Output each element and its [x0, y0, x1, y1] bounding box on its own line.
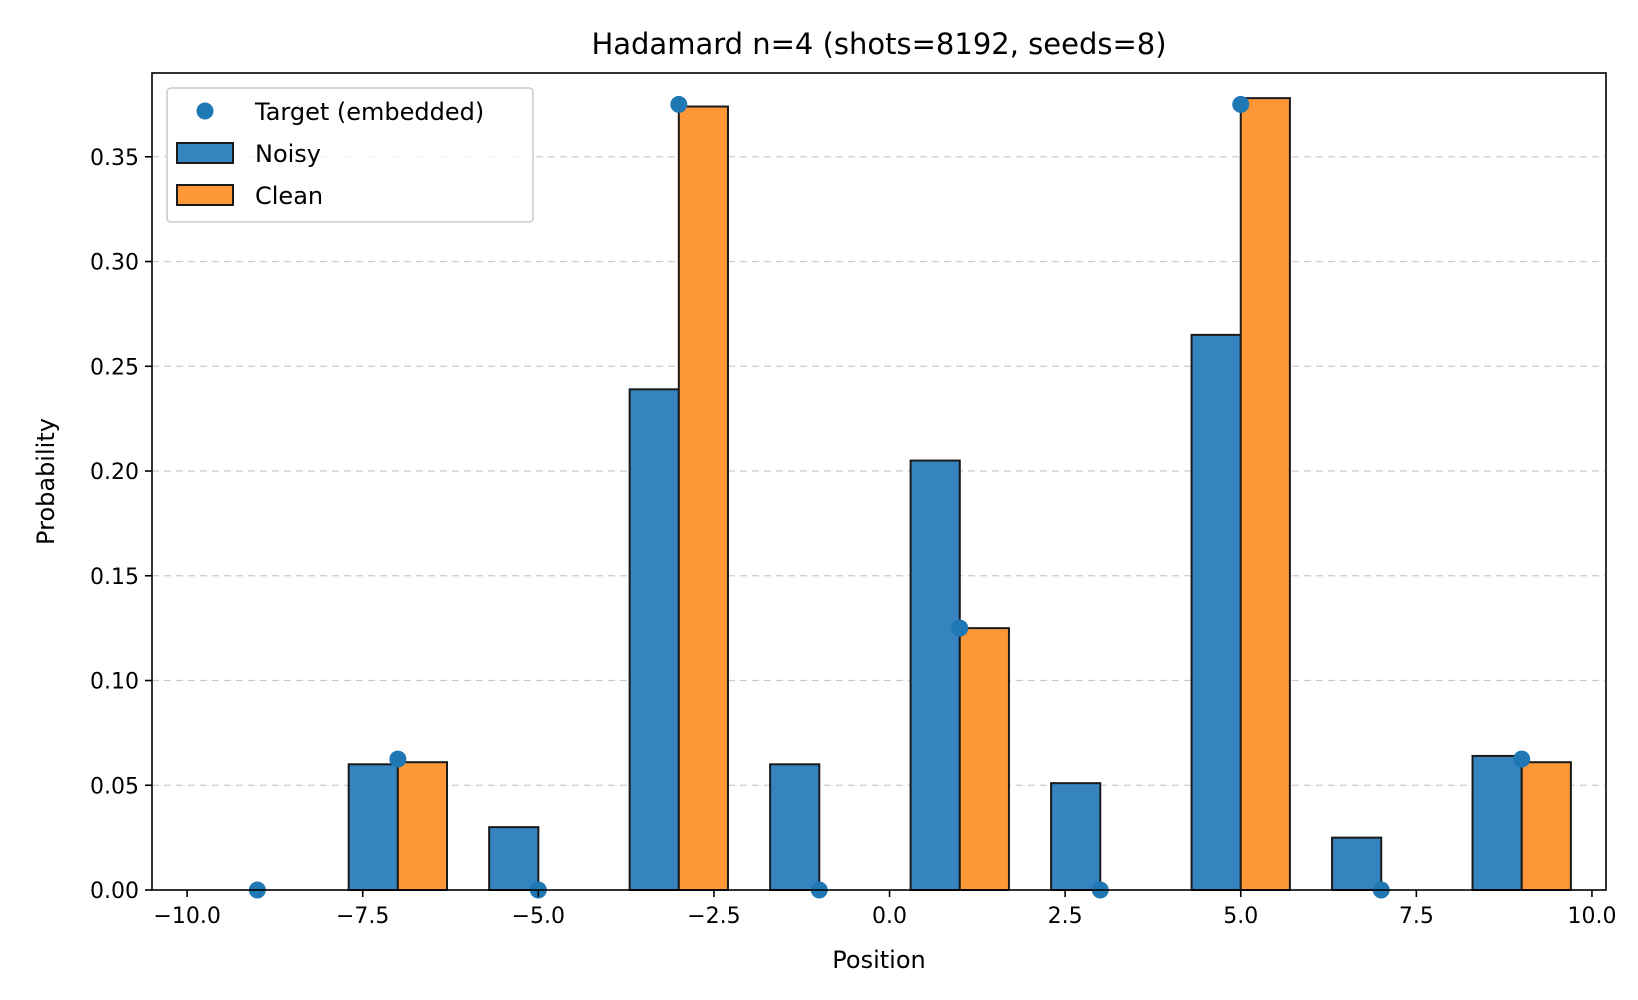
- x-tick-label: −5.0: [512, 904, 565, 929]
- bars: [347, 97, 1572, 892]
- y-axis-ticks: 0.00 0.05 0.10 0.15 0.20 0.25 0.30 0.35: [90, 146, 152, 904]
- x-axis-ticks: −10.0 −7.5 −5.0 −2.5 0.0 2.5 5.0 7.5 10.0: [153, 890, 1616, 929]
- bar-noisy-9: [1471, 754, 1523, 892]
- x-tick-label: −10.0: [153, 904, 220, 929]
- bar-clean-1: [958, 627, 1010, 892]
- target-points: [248, 95, 1531, 899]
- y-tick-label: 0.35: [90, 146, 139, 171]
- y-tick-label: 0.00: [90, 879, 139, 904]
- x-tick-label: 2.5: [1048, 904, 1083, 929]
- x-tick-label: −2.5: [687, 904, 740, 929]
- bar-clean--3: [677, 105, 729, 892]
- legend-marker-target: [196, 102, 214, 120]
- bar-noisy-3: [1050, 782, 1102, 892]
- bar-noisy--1: [769, 763, 821, 891]
- y-axis-label: Probability: [32, 418, 60, 545]
- target-point-1: [951, 619, 969, 637]
- x-tick-label: 10.0: [1567, 904, 1616, 929]
- bar-noisy--7: [347, 763, 399, 891]
- y-tick-label: 0.20: [90, 460, 139, 485]
- legend-swatch-noisy: [176, 142, 234, 164]
- legend-label: Clean: [255, 182, 323, 210]
- bar-clean-5: [1239, 97, 1291, 891]
- target-point--7: [389, 750, 407, 768]
- x-tick-label: 5.0: [1223, 904, 1258, 929]
- x-axis-label: Position: [832, 946, 925, 974]
- y-tick-label: 0.05: [90, 774, 139, 799]
- plot-frame: [151, 72, 1607, 891]
- target-point--3: [670, 95, 688, 113]
- bar-noisy-7: [1331, 836, 1383, 892]
- y-tick-label: 0.15: [90, 565, 139, 590]
- grid-lines: [152, 156, 1606, 786]
- bar-clean--7: [396, 761, 449, 892]
- x-tick-label: 0.0: [872, 904, 907, 929]
- chart-title: Hadamard n=4 (shots=8192, seeds=8): [591, 27, 1166, 61]
- y-tick-label: 0.10: [90, 670, 139, 695]
- bar-noisy--3: [628, 388, 680, 891]
- legend: Target (embedded) Noisy Clean: [166, 87, 534, 223]
- bar-clean-9: [1520, 761, 1572, 892]
- y-tick-label: 0.30: [90, 251, 139, 276]
- bar-noisy-5: [1190, 333, 1242, 892]
- bar-noisy--5: [488, 826, 540, 892]
- x-tick-label: 7.5: [1399, 904, 1434, 929]
- bar-noisy-1: [909, 459, 961, 891]
- y-tick-label: 0.25: [90, 355, 139, 380]
- target-point-5: [1232, 95, 1250, 113]
- legend-box: [166, 87, 534, 223]
- legend-swatch-clean: [176, 184, 234, 206]
- legend-label: Noisy: [255, 140, 321, 168]
- target-point-9: [1513, 750, 1531, 768]
- legend-label: Target (embedded): [254, 98, 484, 126]
- x-tick-label: −7.5: [336, 904, 389, 929]
